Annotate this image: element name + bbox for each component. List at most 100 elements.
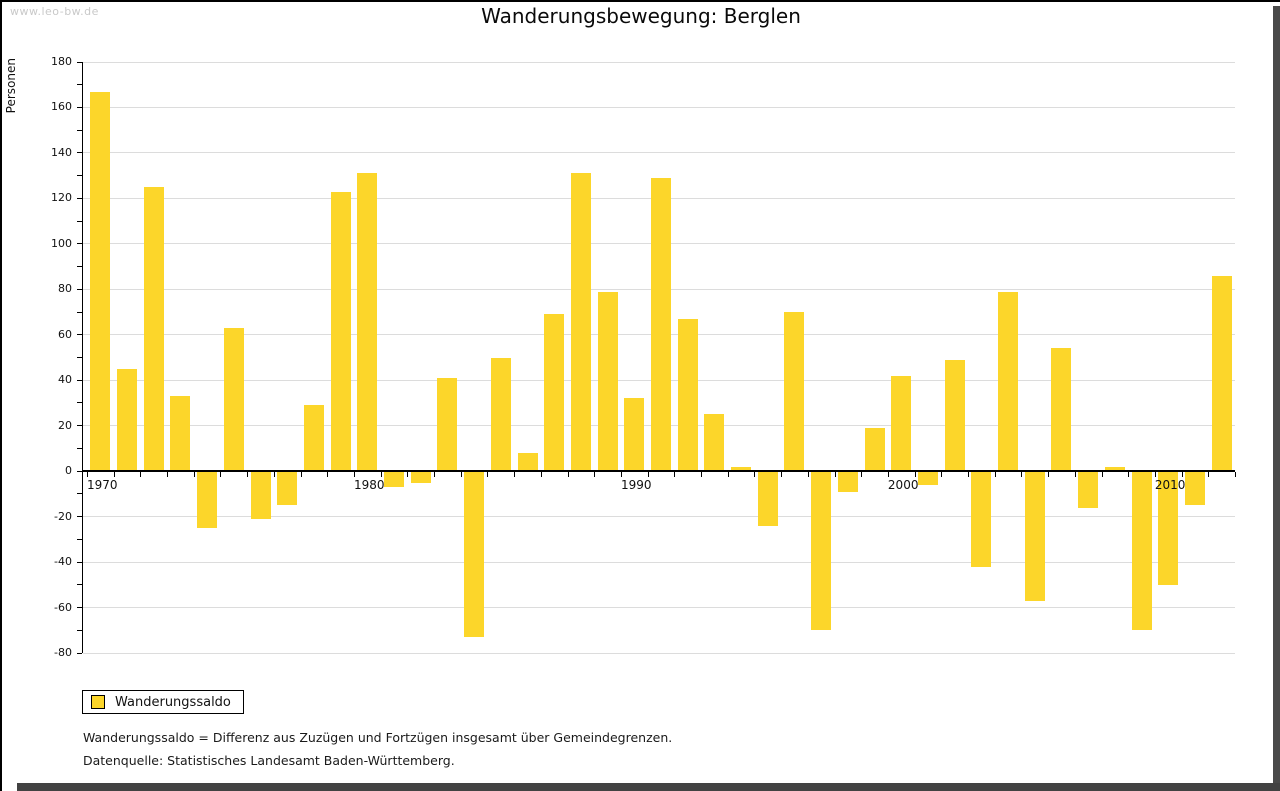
y-tick xyxy=(77,243,82,245)
x-tick xyxy=(327,472,329,478)
x-tick xyxy=(861,472,863,478)
bar-1992 xyxy=(677,318,698,472)
bar-1972 xyxy=(143,187,164,472)
bar-1995 xyxy=(757,471,778,526)
bar-1970 xyxy=(90,91,111,472)
legend-swatch-icon xyxy=(91,695,105,709)
y-tick-label: 0 xyxy=(65,464,72,478)
bar-1980 xyxy=(357,173,378,472)
y-tick xyxy=(77,402,82,404)
data-source-note: Datenquelle: Statistisches Landesamt Bad… xyxy=(83,753,455,768)
x-tick-label: 2010 xyxy=(1154,478,1186,493)
bar-2001 xyxy=(917,471,938,485)
bar-1985 xyxy=(490,357,511,472)
bar-1979 xyxy=(330,191,351,472)
bar-1977 xyxy=(277,471,298,506)
x-tick xyxy=(620,472,622,478)
x-tick xyxy=(887,472,889,478)
y-tick xyxy=(77,61,82,63)
y-tick-label: 180 xyxy=(51,55,72,68)
y-tick-label: 100 xyxy=(51,236,72,250)
bar-1993 xyxy=(704,414,725,472)
y-axis: -80 -60 -40 -20 0 20 40 60 80 100 120 140 160 180 xyxy=(2,55,82,659)
chart-definition-note: Wanderungssaldo = Differenz aus Zuzügen … xyxy=(83,730,673,745)
y-tick-label: -80 xyxy=(54,646,72,659)
bar-2003 xyxy=(971,471,992,567)
plot-area: 1970 1980 1990 2000 2010 xyxy=(82,61,1236,654)
y-tick-label: 20 xyxy=(58,418,72,432)
y-tick xyxy=(77,516,82,518)
x-tick xyxy=(1021,472,1023,478)
x-tick xyxy=(273,472,275,478)
x-tick xyxy=(941,472,943,478)
legend: Wanderungssaldo xyxy=(82,690,244,714)
x-tick xyxy=(300,472,302,478)
x-tick xyxy=(807,472,809,478)
y-tick-label: 120 xyxy=(51,191,72,205)
bar-1998 xyxy=(837,471,858,492)
y-tick xyxy=(77,493,82,495)
bar-1982 xyxy=(410,471,431,483)
x-tick xyxy=(968,472,970,478)
bar-2012 xyxy=(1211,275,1232,472)
bar-1991 xyxy=(651,177,671,472)
gridline xyxy=(83,561,1235,563)
x-tick xyxy=(567,472,569,478)
bar-2010 xyxy=(1158,471,1179,585)
y-tick-label: 40 xyxy=(58,373,72,387)
legend-label: Wanderungssaldo xyxy=(115,694,231,710)
bar-2000 xyxy=(891,375,912,472)
x-tick xyxy=(781,472,783,478)
y-tick xyxy=(77,84,82,86)
bar-1994 xyxy=(731,466,752,472)
x-tick-label: 1980 xyxy=(353,478,385,493)
y-tick xyxy=(77,152,82,154)
bar-1999 xyxy=(864,427,885,472)
bar-2009 xyxy=(1131,471,1152,631)
y-tick xyxy=(77,379,82,381)
frame-shadow-bottom xyxy=(17,783,1280,791)
watermark: www.leo-bw.de xyxy=(10,5,99,18)
x-tick xyxy=(220,472,222,478)
bar-1990 xyxy=(624,398,645,472)
x-tick xyxy=(1208,472,1210,478)
x-tick xyxy=(1154,472,1156,478)
bar-2011 xyxy=(1184,471,1205,506)
x-tick xyxy=(353,472,355,478)
gridline xyxy=(83,152,1235,154)
x-tick xyxy=(87,472,88,478)
x-tick xyxy=(1181,472,1183,478)
y-tick xyxy=(77,288,82,290)
x-tick xyxy=(514,472,516,478)
bar-1989 xyxy=(597,291,618,472)
y-tick-label: 160 xyxy=(51,100,72,114)
x-tick xyxy=(594,472,596,478)
x-tick xyxy=(247,472,249,478)
x-tick xyxy=(540,472,542,478)
x-tick xyxy=(834,472,836,478)
x-tick-label: 1970 xyxy=(87,478,118,493)
bar-2006 xyxy=(1051,348,1072,472)
x-axis-line xyxy=(83,470,1235,473)
y-tick xyxy=(77,106,82,108)
x-tick xyxy=(113,472,115,478)
bar-1974 xyxy=(197,471,218,528)
x-tick xyxy=(460,472,462,478)
gridline xyxy=(83,652,1235,654)
y-tick-label: 80 xyxy=(58,282,72,296)
x-tick xyxy=(407,472,409,478)
bar-1987 xyxy=(544,314,565,472)
x-tick xyxy=(647,472,649,478)
x-tick xyxy=(193,472,195,478)
y-tick xyxy=(77,584,82,586)
bar-1976 xyxy=(250,471,271,519)
y-tick xyxy=(77,129,82,131)
x-tick xyxy=(1074,472,1076,478)
y-tick xyxy=(77,561,82,563)
y-tick-label: -40 xyxy=(54,555,72,569)
x-tick xyxy=(487,472,489,478)
bar-1996 xyxy=(784,312,805,472)
bar-2002 xyxy=(944,359,965,472)
gridline xyxy=(83,106,1235,108)
